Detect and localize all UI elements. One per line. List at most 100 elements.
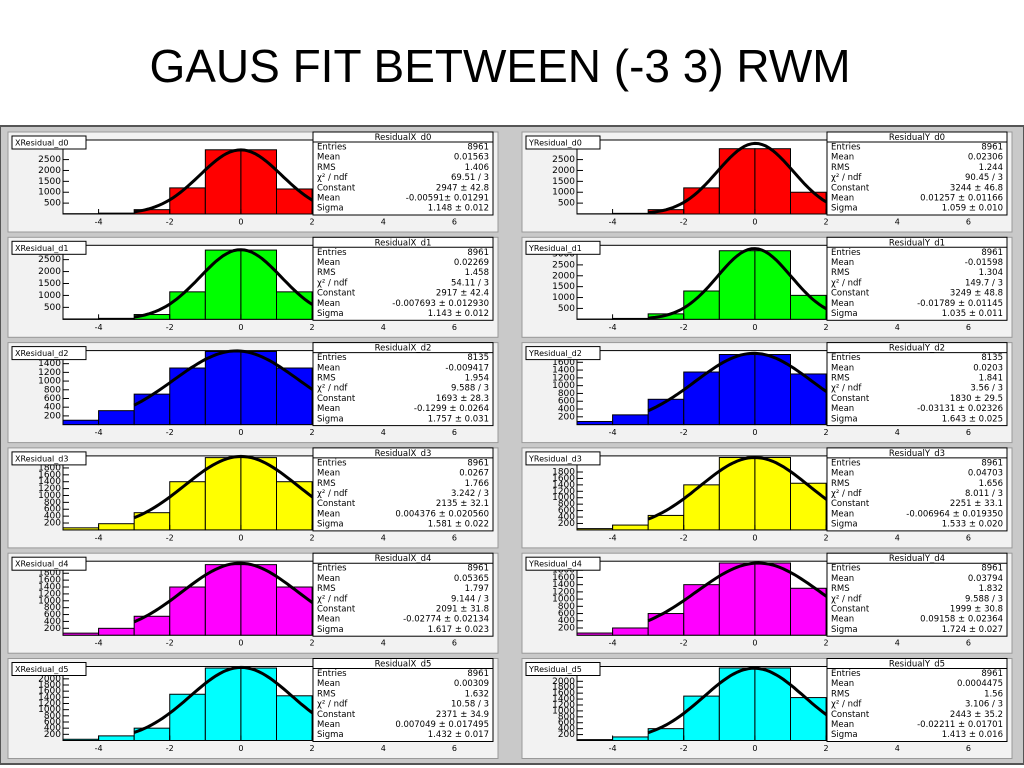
- stats-label: RMS: [317, 163, 336, 173]
- stats-label: Constant: [831, 394, 870, 404]
- y-tick-label: 400: [558, 724, 575, 734]
- histogram-bar: [790, 587, 827, 636]
- fit-curve: [647, 351, 863, 413]
- y-tick-label: 1000: [38, 188, 61, 198]
- stats-label: Mean: [831, 153, 854, 163]
- histogram-bar: [790, 697, 827, 741]
- histogram-bar: [576, 632, 614, 636]
- histogram-bar: [98, 317, 135, 320]
- x-tick-label: 0: [238, 744, 243, 753]
- histogram-title-box: [11, 451, 87, 466]
- x-tick-label: 4: [895, 639, 900, 648]
- y-tick-label: 800: [44, 711, 61, 721]
- y-tick-label: 800: [558, 389, 575, 399]
- histogram-bar: [98, 212, 135, 215]
- y-tick-label: 800: [44, 498, 61, 508]
- stats-value: 1.797: [465, 584, 489, 594]
- histogram-bar: [276, 586, 313, 636]
- stats-value: -0.01789 ± 0.01145: [917, 299, 1003, 309]
- histogram-bar: [204, 149, 242, 215]
- stats-value: 1999 ± 30.8: [950, 605, 1003, 615]
- stats-label: Mean: [317, 469, 340, 479]
- stats-value: 8135: [981, 353, 1003, 363]
- y-tick-label: 2000: [38, 674, 61, 684]
- stats-label: Sigma: [831, 730, 858, 740]
- histogram-bar: [612, 212, 649, 215]
- x-tick-label: -2: [166, 323, 174, 332]
- histogram-bar: [683, 584, 720, 636]
- x-tick-label: 2: [824, 218, 829, 227]
- stats-label: Sigma: [831, 414, 858, 424]
- stats-value: 1830 ± 29.5: [950, 394, 1003, 404]
- x-tick-label: -4: [609, 428, 617, 437]
- histogram-title: XResidual_d5: [15, 665, 68, 674]
- histogram-title: YResidual_d3: [528, 454, 582, 463]
- histogram-bar: [240, 249, 278, 320]
- y-tick-label: 600: [558, 506, 575, 516]
- y-tick-label: 200: [558, 412, 575, 422]
- histogram-title: YResidual_d2: [528, 349, 582, 358]
- stats-label: χ² / ndf: [831, 173, 862, 183]
- stats-label: Constant: [831, 183, 870, 193]
- stats-value: 1.757 ± 0.031: [428, 414, 489, 424]
- y-tick-label: 600: [558, 609, 575, 619]
- stats-value: 9.588 / 3: [451, 384, 489, 394]
- stats-value: 2251 ± 33.1: [950, 499, 1003, 509]
- y-tick-label: 1200: [552, 587, 575, 597]
- histogram-title-box: [525, 451, 601, 466]
- stats-label: RMS: [317, 479, 336, 489]
- stats-value: 1.643 ± 0.025: [942, 414, 1003, 424]
- x-tick-label: -2: [166, 639, 174, 648]
- stats-value: 2917 ± 42.4: [436, 289, 489, 299]
- stats-value: 1.56: [984, 689, 1003, 699]
- y-tick-label: 1400: [38, 359, 61, 369]
- stats-box: [312, 658, 494, 742]
- y-tick-label: 1400: [38, 477, 61, 487]
- y-tick-label: 800: [558, 500, 575, 510]
- stats-value: 1.954: [465, 374, 489, 384]
- stats-label: Mean: [317, 720, 340, 730]
- histogram-bar: [790, 191, 827, 215]
- histogram-bar: [612, 414, 649, 426]
- stats-title: ResidualX_d1: [375, 238, 432, 248]
- x-tick-label: -2: [680, 744, 688, 753]
- x-tick-label: 0: [752, 533, 757, 542]
- stats-label: Constant: [317, 394, 356, 404]
- stats-label: Entries: [831, 143, 861, 153]
- histogram-title: XResidual_d0: [15, 139, 68, 148]
- x-tick-label: -4: [95, 533, 103, 542]
- histogram-bar: [169, 586, 206, 636]
- stats-value: 2135 ± 32.1: [436, 499, 489, 509]
- x-tick-label: 2: [824, 639, 829, 648]
- histogram-panel: 500 1000 1500 2000 2500 -4 -2 0 2 4 6 XResidual_d1 R…: [7, 236, 499, 338]
- stats-label: χ² / ndf: [317, 700, 348, 710]
- x-tick-label: 4: [381, 533, 386, 542]
- stats-label: Mean: [831, 679, 854, 689]
- stats-label: Mean: [317, 258, 340, 268]
- fit-curve: [133, 248, 348, 319]
- histogram-bar: [62, 738, 100, 742]
- stats-value: 9.144 / 3: [451, 594, 489, 604]
- y-tick-label: 800: [44, 603, 61, 613]
- x-tick-label: -4: [609, 533, 617, 542]
- histogram-bar: [718, 148, 756, 215]
- y-tick-label: 1000: [552, 493, 575, 503]
- x-tick-label: 4: [381, 639, 386, 648]
- stats-value: 8961: [467, 669, 489, 679]
- y-tick-label: 1400: [38, 693, 61, 703]
- x-tick-label: 2: [310, 323, 315, 332]
- y-tick-label: 600: [44, 505, 61, 515]
- y-tick-label: 1200: [552, 487, 575, 497]
- fit-curve: [133, 148, 348, 214]
- stats-title: ResidualY_d1: [889, 238, 945, 248]
- y-tick-label: 400: [558, 616, 575, 626]
- stats-box: [312, 447, 494, 532]
- y-tick-label: 1200: [552, 700, 575, 710]
- y-tick-label: 1000: [552, 188, 575, 198]
- stats-label: Entries: [831, 669, 861, 679]
- x-tick-label: 0: [238, 639, 243, 648]
- y-tick-label: 200: [44, 519, 61, 529]
